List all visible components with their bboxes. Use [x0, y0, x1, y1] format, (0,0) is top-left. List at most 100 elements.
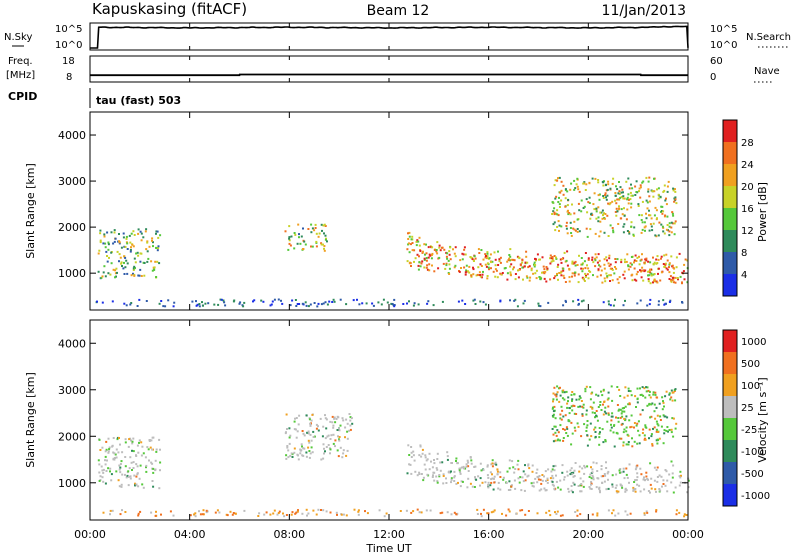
scatter-point [585, 430, 588, 432]
scatter-point [408, 251, 411, 254]
scatter-point [273, 509, 276, 512]
scatter-point [198, 510, 200, 513]
scatter-point [593, 428, 596, 431]
scatter-point [402, 303, 405, 305]
scatter-point [123, 273, 126, 275]
scatter-point [537, 478, 540, 481]
scatter-point [112, 437, 115, 439]
scatter-point [124, 438, 127, 441]
scatter-point [527, 463, 530, 466]
scatter-point [672, 435, 675, 438]
scatter-point [636, 302, 639, 305]
scatter-point [648, 428, 651, 431]
scatter-point [357, 509, 360, 512]
scatter-point [580, 400, 583, 402]
scatter-point [106, 459, 108, 462]
scatter-point [323, 223, 326, 226]
scatter-point [583, 181, 586, 184]
scatter-point [611, 412, 614, 415]
scatter-point [138, 441, 140, 444]
scatter-point [581, 414, 584, 417]
scatter-point [639, 413, 642, 416]
scatter-point [131, 442, 134, 445]
scatter-point [473, 466, 476, 468]
scatter-point [566, 402, 569, 405]
scatter-point [660, 271, 663, 274]
scatter-point [642, 394, 645, 397]
scatter-point [300, 443, 303, 446]
freq-series [90, 73, 688, 77]
scatter-point [451, 462, 453, 464]
scatter-point [420, 511, 423, 514]
scatter-point [517, 468, 520, 471]
scatter-point [597, 394, 600, 397]
scatter-point [102, 480, 105, 483]
scatter-point [627, 198, 630, 201]
scatter-point [619, 186, 622, 189]
scatter-point [630, 225, 633, 228]
scatter-point [561, 464, 564, 467]
scatter-point [584, 189, 587, 191]
scatter-point [614, 258, 617, 260]
scatter-point [585, 183, 588, 186]
scatter-point [588, 486, 591, 488]
scatter-point [509, 248, 512, 251]
scatter-point [622, 441, 625, 444]
nave-right-tick-top: 60 [710, 56, 723, 67]
scatter-point [624, 419, 627, 422]
scatter-point [366, 512, 369, 515]
scatter-point [98, 471, 101, 474]
scatter-point [529, 276, 532, 279]
scatter-point [509, 299, 511, 302]
scatter-point [543, 487, 546, 490]
scatter-point [587, 201, 590, 204]
scatter-point [329, 452, 331, 455]
scatter-point [410, 238, 413, 241]
scatter-point [495, 463, 498, 466]
scatter-point [439, 249, 442, 252]
scatter-point [571, 432, 574, 435]
scatter-point [295, 436, 298, 439]
scatter-point [101, 446, 104, 449]
scatter-point [539, 478, 542, 481]
scatter-point [258, 512, 261, 515]
scatter-point [598, 486, 601, 489]
scatter-point [485, 257, 488, 260]
scatter-point [167, 299, 170, 302]
scatter-point [509, 271, 512, 274]
scatter-point [233, 299, 236, 302]
scatter-point [637, 205, 640, 207]
scatter-point [332, 426, 335, 429]
scatter-point [465, 463, 468, 466]
scatter-point [621, 407, 624, 410]
xtick-label: 04:00 [174, 528, 206, 541]
scatter-point [97, 252, 100, 255]
scatter-point [622, 431, 625, 434]
scatter-point [664, 484, 667, 487]
scatter-point [611, 200, 614, 203]
scatter-point [352, 299, 355, 302]
scatter-point [417, 240, 420, 243]
scatter-point [115, 470, 118, 473]
scatter-point [545, 511, 548, 514]
scatter-point [595, 486, 598, 489]
scatter-point [657, 267, 660, 270]
scatter-point [350, 417, 353, 420]
scatter-point [118, 437, 120, 439]
scatter-point [480, 469, 483, 472]
scatter-point [499, 300, 502, 303]
scatter-point [677, 278, 679, 281]
scatter-point [107, 241, 110, 244]
scatter-point [524, 479, 527, 482]
scatter-point [336, 449, 339, 452]
scatter-point [657, 439, 660, 442]
scatter-point [125, 237, 128, 240]
scatter-point [558, 229, 560, 232]
scatter-point [438, 246, 441, 249]
scatter-point [546, 268, 549, 271]
scatter-point [596, 514, 599, 517]
scatter-point [479, 275, 482, 278]
scatter-point [411, 249, 414, 252]
scatter-point [561, 514, 564, 517]
scatter-point [579, 477, 582, 480]
